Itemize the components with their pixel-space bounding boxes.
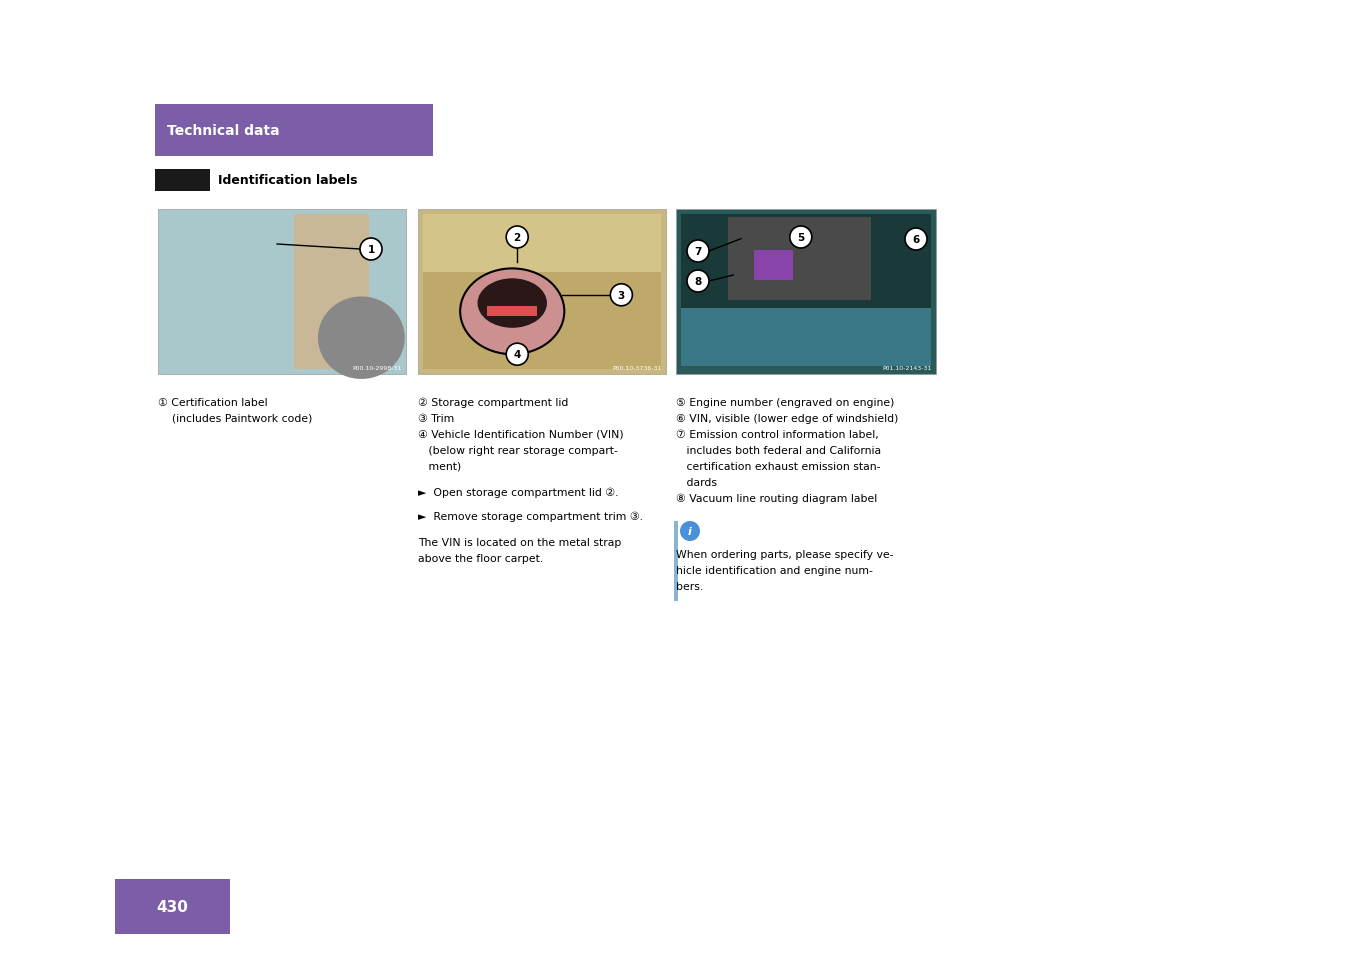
Circle shape <box>507 344 528 366</box>
Text: (includes Paintwork code): (includes Paintwork code) <box>172 414 312 423</box>
Text: Identification labels: Identification labels <box>218 174 358 188</box>
Text: ③ Trim: ③ Trim <box>417 414 454 423</box>
FancyBboxPatch shape <box>155 170 209 192</box>
Text: 2: 2 <box>513 233 521 243</box>
Text: (below right rear storage compart-: (below right rear storage compart- <box>417 446 617 456</box>
Text: ment): ment) <box>417 461 461 472</box>
Text: hicle identification and engine num-: hicle identification and engine num- <box>676 565 873 576</box>
Text: ② Storage compartment lid: ② Storage compartment lid <box>417 397 569 408</box>
FancyBboxPatch shape <box>728 218 871 300</box>
FancyBboxPatch shape <box>488 307 538 317</box>
Circle shape <box>680 521 700 541</box>
Text: The VIN is located on the metal strap: The VIN is located on the metal strap <box>417 537 621 547</box>
FancyBboxPatch shape <box>417 210 666 375</box>
Text: P00.10-3736-31: P00.10-3736-31 <box>612 366 662 371</box>
FancyBboxPatch shape <box>681 214 931 314</box>
FancyBboxPatch shape <box>295 214 369 370</box>
Text: 7: 7 <box>694 247 701 256</box>
Text: ① Certification label: ① Certification label <box>158 397 267 408</box>
Text: ④ Vehicle Identification Number (VIN): ④ Vehicle Identification Number (VIN) <box>417 430 624 439</box>
Circle shape <box>611 285 632 307</box>
FancyBboxPatch shape <box>155 105 434 157</box>
FancyBboxPatch shape <box>115 879 230 934</box>
Text: When ordering parts, please specify ve-: When ordering parts, please specify ve- <box>676 550 893 559</box>
Text: dards: dards <box>676 477 717 488</box>
FancyBboxPatch shape <box>674 521 678 601</box>
Text: P00.10-2998-31: P00.10-2998-31 <box>353 366 403 371</box>
Text: 1: 1 <box>367 245 374 254</box>
Text: P01.10-2143-31: P01.10-2143-31 <box>882 366 932 371</box>
Circle shape <box>688 271 709 293</box>
Text: 430: 430 <box>157 899 188 914</box>
Circle shape <box>507 227 528 249</box>
Circle shape <box>790 227 812 249</box>
FancyBboxPatch shape <box>754 251 793 280</box>
Text: 6: 6 <box>912 234 920 245</box>
Text: 5: 5 <box>797 233 804 243</box>
Text: ►  Remove storage compartment trim ③.: ► Remove storage compartment trim ③. <box>417 512 643 522</box>
Text: bers.: bers. <box>676 581 704 592</box>
Text: 4: 4 <box>513 350 521 360</box>
FancyBboxPatch shape <box>681 309 931 366</box>
Text: ⑧ Vacuum line routing diagram label: ⑧ Vacuum line routing diagram label <box>676 494 877 504</box>
Circle shape <box>905 229 927 251</box>
FancyBboxPatch shape <box>676 210 936 375</box>
Circle shape <box>688 241 709 263</box>
FancyBboxPatch shape <box>158 210 407 375</box>
Text: includes both federal and California: includes both federal and California <box>676 446 881 456</box>
Text: ⑤ Engine number (engraved on engine): ⑤ Engine number (engraved on engine) <box>676 397 894 408</box>
Text: certification exhaust emission stan-: certification exhaust emission stan- <box>676 461 881 472</box>
Text: above the floor carpet.: above the floor carpet. <box>417 554 543 563</box>
Ellipse shape <box>477 279 547 329</box>
Text: 3: 3 <box>617 291 626 300</box>
FancyBboxPatch shape <box>423 214 661 273</box>
Ellipse shape <box>461 269 565 355</box>
Text: Technical data: Technical data <box>168 124 280 138</box>
Ellipse shape <box>317 297 405 379</box>
Text: ⑦ Emission control information label,: ⑦ Emission control information label, <box>676 430 878 439</box>
Text: ⑥ VIN, visible (lower edge of windshield): ⑥ VIN, visible (lower edge of windshield… <box>676 414 898 423</box>
Text: 8: 8 <box>694 276 701 287</box>
Circle shape <box>359 239 382 261</box>
FancyBboxPatch shape <box>423 214 661 370</box>
Text: i: i <box>688 526 692 537</box>
Text: ►  Open storage compartment lid ②.: ► Open storage compartment lid ②. <box>417 488 619 497</box>
